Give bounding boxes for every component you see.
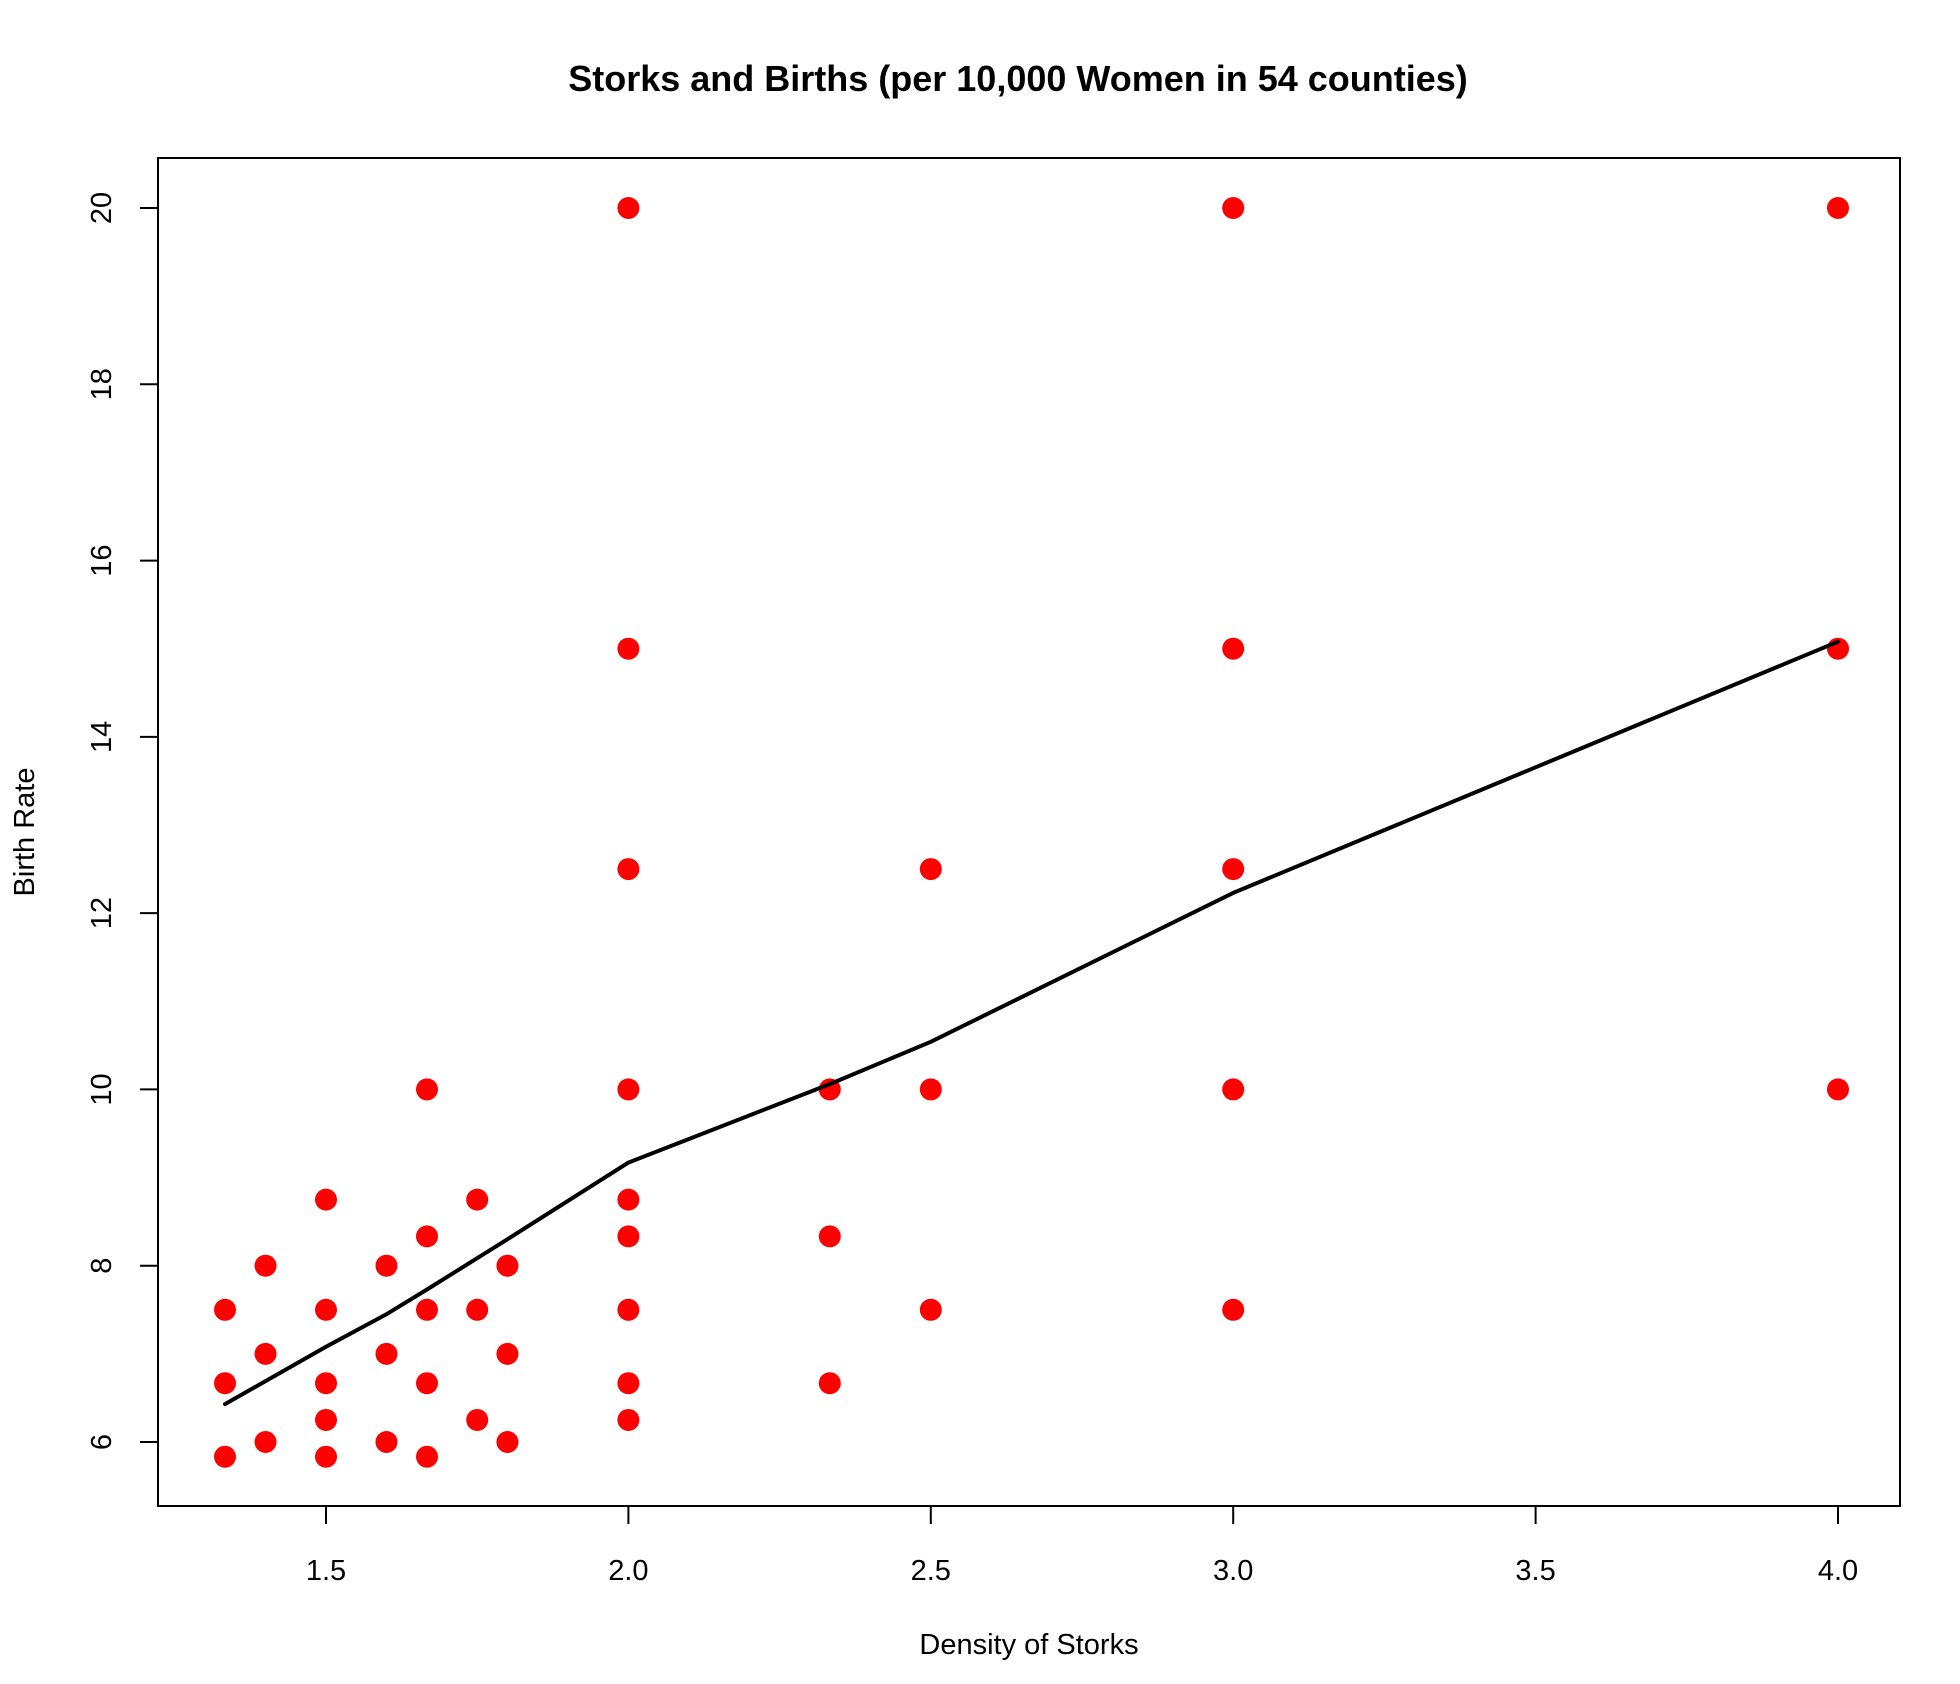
data-point	[617, 1408, 640, 1431]
y-tick-label: 20	[86, 192, 118, 224]
y-tick-label: 18	[86, 368, 118, 400]
data-point	[315, 1408, 337, 1431]
data-point	[416, 1078, 439, 1101]
x-axis: 1.5 2.0 2.5 3.0 3.5 4.0	[306, 1506, 1858, 1587]
data-point	[1827, 197, 1849, 219]
data-point	[617, 197, 640, 219]
data-point	[375, 1254, 398, 1277]
data-point	[617, 858, 640, 881]
y-tick-label: 14	[86, 721, 118, 753]
data-point	[1222, 637, 1245, 660]
data-point	[466, 1188, 489, 1211]
data-point	[1222, 197, 1245, 219]
data-point	[617, 1225, 640, 1248]
x-tick-label: 1.5	[306, 1555, 346, 1587]
data-point	[617, 637, 640, 660]
data-point	[416, 1225, 439, 1248]
data-point	[375, 1342, 398, 1365]
data-point	[254, 1254, 277, 1277]
y-tick-label: 16	[86, 544, 118, 576]
data-point	[496, 1342, 519, 1365]
x-tick-label: 2.0	[608, 1555, 648, 1587]
y-tick-label: 12	[86, 897, 118, 929]
x-tick-label: 3.0	[1213, 1555, 1253, 1587]
trend-line	[223, 639, 1840, 1407]
data-points	[213, 197, 1849, 1468]
y-tick-label: 10	[86, 1073, 118, 1105]
chart-title: Storks and Births (per 10,000 Women in 5…	[568, 58, 1468, 99]
data-point	[617, 1372, 640, 1395]
data-point	[213, 1372, 236, 1395]
data-point	[1827, 1078, 1849, 1101]
data-point	[818, 1372, 841, 1395]
data-point	[254, 1342, 277, 1365]
data-point	[213, 1298, 236, 1321]
data-point	[466, 1408, 489, 1431]
data-point	[617, 1188, 640, 1211]
x-tick-label: 3.5	[1515, 1555, 1555, 1587]
data-point	[1222, 858, 1245, 881]
x-tick-label: 4.0	[1818, 1555, 1858, 1587]
y-axis-label: Birth Rate	[9, 768, 41, 897]
x-axis-label: Density of Storks	[919, 1629, 1138, 1661]
data-point	[919, 858, 942, 881]
data-point	[919, 1078, 942, 1101]
data-point	[254, 1431, 277, 1453]
data-point	[416, 1298, 439, 1321]
data-point	[1222, 1078, 1245, 1101]
data-point	[1222, 1298, 1245, 1321]
data-point	[818, 1225, 841, 1248]
data-point	[617, 1298, 640, 1321]
data-point	[919, 1298, 942, 1321]
data-point	[213, 1445, 236, 1468]
data-point	[466, 1298, 489, 1321]
y-tick-label: 8	[86, 1258, 118, 1274]
data-point	[375, 1431, 398, 1453]
y-tick-label: 6	[86, 1434, 118, 1450]
data-point	[315, 1445, 337, 1468]
plot-frame	[157, 157, 1901, 1507]
x-tick-label: 2.5	[911, 1555, 951, 1587]
data-point	[315, 1298, 337, 1321]
data-point	[496, 1431, 519, 1453]
data-point	[315, 1188, 337, 1211]
data-point	[315, 1372, 337, 1395]
data-point	[416, 1445, 439, 1468]
data-point	[416, 1372, 439, 1395]
y-axis: 6 8 10 12 14 16 18 20	[86, 192, 158, 1450]
data-point	[496, 1254, 519, 1277]
data-point	[617, 1078, 640, 1101]
